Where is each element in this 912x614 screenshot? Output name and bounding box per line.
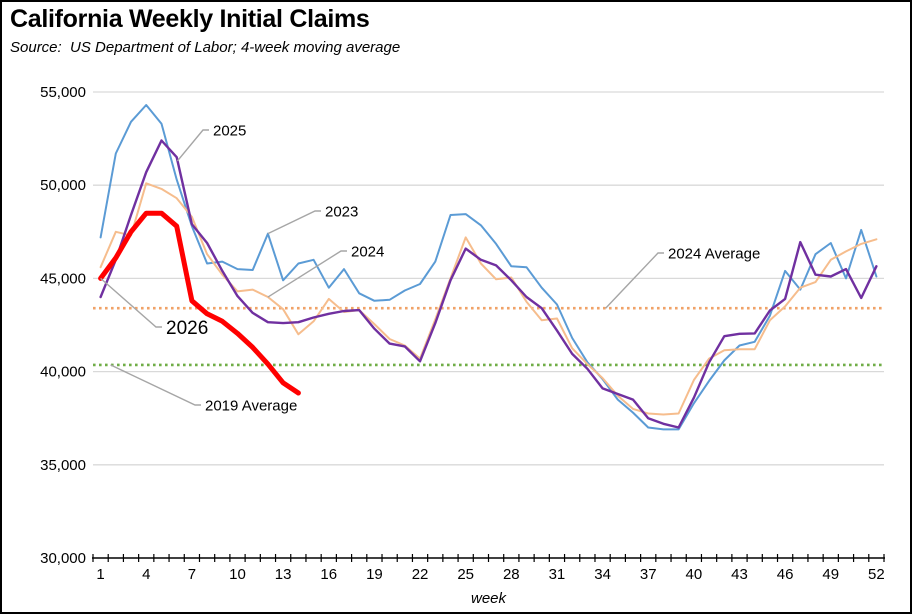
y-tick-label-30000: 30,000 (40, 550, 86, 567)
y-tick-label-40000: 40,000 (40, 364, 86, 381)
x-tick-label-16: 16 (320, 566, 337, 583)
x-tick-label-4: 4 (142, 566, 150, 583)
annotation-2019-average: 2019 Average (205, 397, 297, 414)
y-tick-label-35000: 35,000 (40, 457, 86, 474)
x-tick-label-52: 52 (868, 566, 885, 583)
leader-line-2024 (267, 250, 347, 298)
x-tick-label-25: 25 (457, 566, 474, 583)
y-tick-label-55000: 55,000 (40, 84, 86, 101)
leader-line-2019-average (110, 364, 201, 406)
annotation-2024-average: 2024 Average (668, 245, 760, 262)
x-tick-label-31: 31 (549, 566, 566, 583)
leader-line-2023 (267, 210, 321, 235)
series-line-2023 (99, 104, 878, 431)
x-tick-label-49: 49 (822, 566, 839, 583)
annotation-2025: 2025 (213, 122, 246, 139)
leader-line-2025 (176, 129, 209, 162)
x-tick-label-37: 37 (640, 566, 657, 583)
x-axis-title: week (471, 590, 508, 607)
series-line-2024 (99, 182, 878, 416)
x-tick-label-43: 43 (731, 566, 748, 583)
x-tick-label-1: 1 (96, 566, 104, 583)
x-tick-label-7: 7 (188, 566, 196, 583)
annotation-2023: 2023 (325, 203, 358, 220)
y-tick-label-50000: 50,000 (40, 177, 86, 194)
series-line-2026 (98, 210, 301, 396)
page-title: California Weekly Initial Claims (10, 5, 370, 33)
x-tick-label-40: 40 (686, 566, 703, 583)
x-tick-label-28: 28 (503, 566, 520, 583)
x-tick-label-34: 34 (594, 566, 611, 583)
y-tick-label-45000: 45,000 (40, 270, 86, 287)
x-tick-label-13: 13 (275, 566, 292, 583)
x-tick-label-19: 19 (366, 566, 383, 583)
x-tick-label-22: 22 (412, 566, 429, 583)
x-tick-label-46: 46 (777, 566, 794, 583)
x-tick-label-10: 10 (229, 566, 246, 583)
annotation-2024: 2024 (351, 243, 384, 260)
page-subtitle: Source: US Department of Labor; 4-week m… (10, 39, 401, 56)
series-line-2025 (99, 139, 878, 429)
annotation-2026: 2026 (166, 318, 208, 339)
leader-line-2026 (100, 277, 162, 328)
leader-line-2024-average (605, 252, 664, 309)
